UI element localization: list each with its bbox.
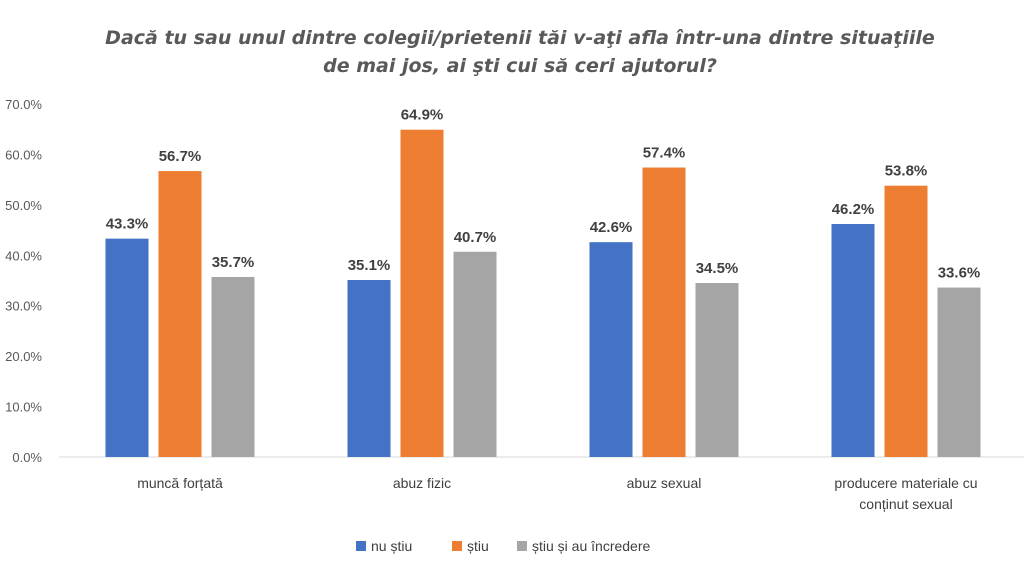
legend-label: nu știu — [371, 538, 412, 554]
bar-3-1 — [211, 276, 255, 457]
y-tick-label: 30.0% — [5, 299, 42, 314]
bar-2-1 — [158, 171, 202, 457]
data-label: 33.6% — [938, 265, 981, 282]
legend-label: știu și au încredere — [532, 538, 650, 554]
x-category-label: muncă forțată — [137, 475, 223, 491]
chart-title: de mai jos, ai şti cui să ceri ajutorul? — [323, 55, 717, 77]
data-label: 34.5% — [696, 260, 739, 277]
data-label: 57.4% — [643, 145, 686, 162]
legend-swatch — [517, 541, 527, 551]
data-label: 42.6% — [590, 219, 633, 236]
legend-swatch — [356, 541, 366, 551]
bar-2-2 — [400, 129, 444, 457]
bar-2-4 — [884, 185, 928, 458]
data-label: 40.7% — [454, 229, 497, 246]
data-label: 46.2% — [832, 201, 875, 218]
y-tick-label: 20.0% — [5, 349, 42, 364]
bar-1-2 — [347, 279, 391, 457]
bar-1-4 — [831, 224, 875, 457]
legend-swatch — [452, 541, 462, 551]
x-category-label: conținut sexual — [859, 496, 952, 512]
data-label: 64.9% — [401, 107, 444, 124]
y-tick-label: 10.0% — [5, 400, 42, 415]
y-tick-label: 0.0% — [12, 450, 42, 465]
data-label: 43.3% — [106, 216, 149, 233]
data-label: 35.1% — [348, 257, 391, 274]
x-category-label: abuz fizic — [393, 475, 451, 491]
bar-1-1 — [105, 238, 149, 457]
bar-3-3 — [695, 283, 739, 457]
y-tick-label: 50.0% — [5, 198, 42, 213]
y-tick-label: 60.0% — [5, 147, 42, 162]
chart-title: Dacă tu sau unul dintre colegii/prieteni… — [105, 27, 935, 49]
bar-1-3 — [589, 242, 633, 457]
bar-3-4 — [937, 287, 981, 457]
data-label: 53.8% — [885, 163, 928, 180]
bar-3-2 — [453, 251, 497, 457]
legend-label: știu — [467, 538, 489, 554]
x-category-label: abuz sexual — [627, 475, 702, 491]
x-category-label: producere materiale cu — [834, 475, 977, 491]
data-label: 56.7% — [159, 148, 202, 165]
y-tick-label: 70.0% — [5, 97, 42, 112]
bar-2-3 — [642, 167, 686, 458]
data-label: 35.7% — [212, 254, 255, 271]
y-tick-label: 40.0% — [5, 248, 42, 263]
